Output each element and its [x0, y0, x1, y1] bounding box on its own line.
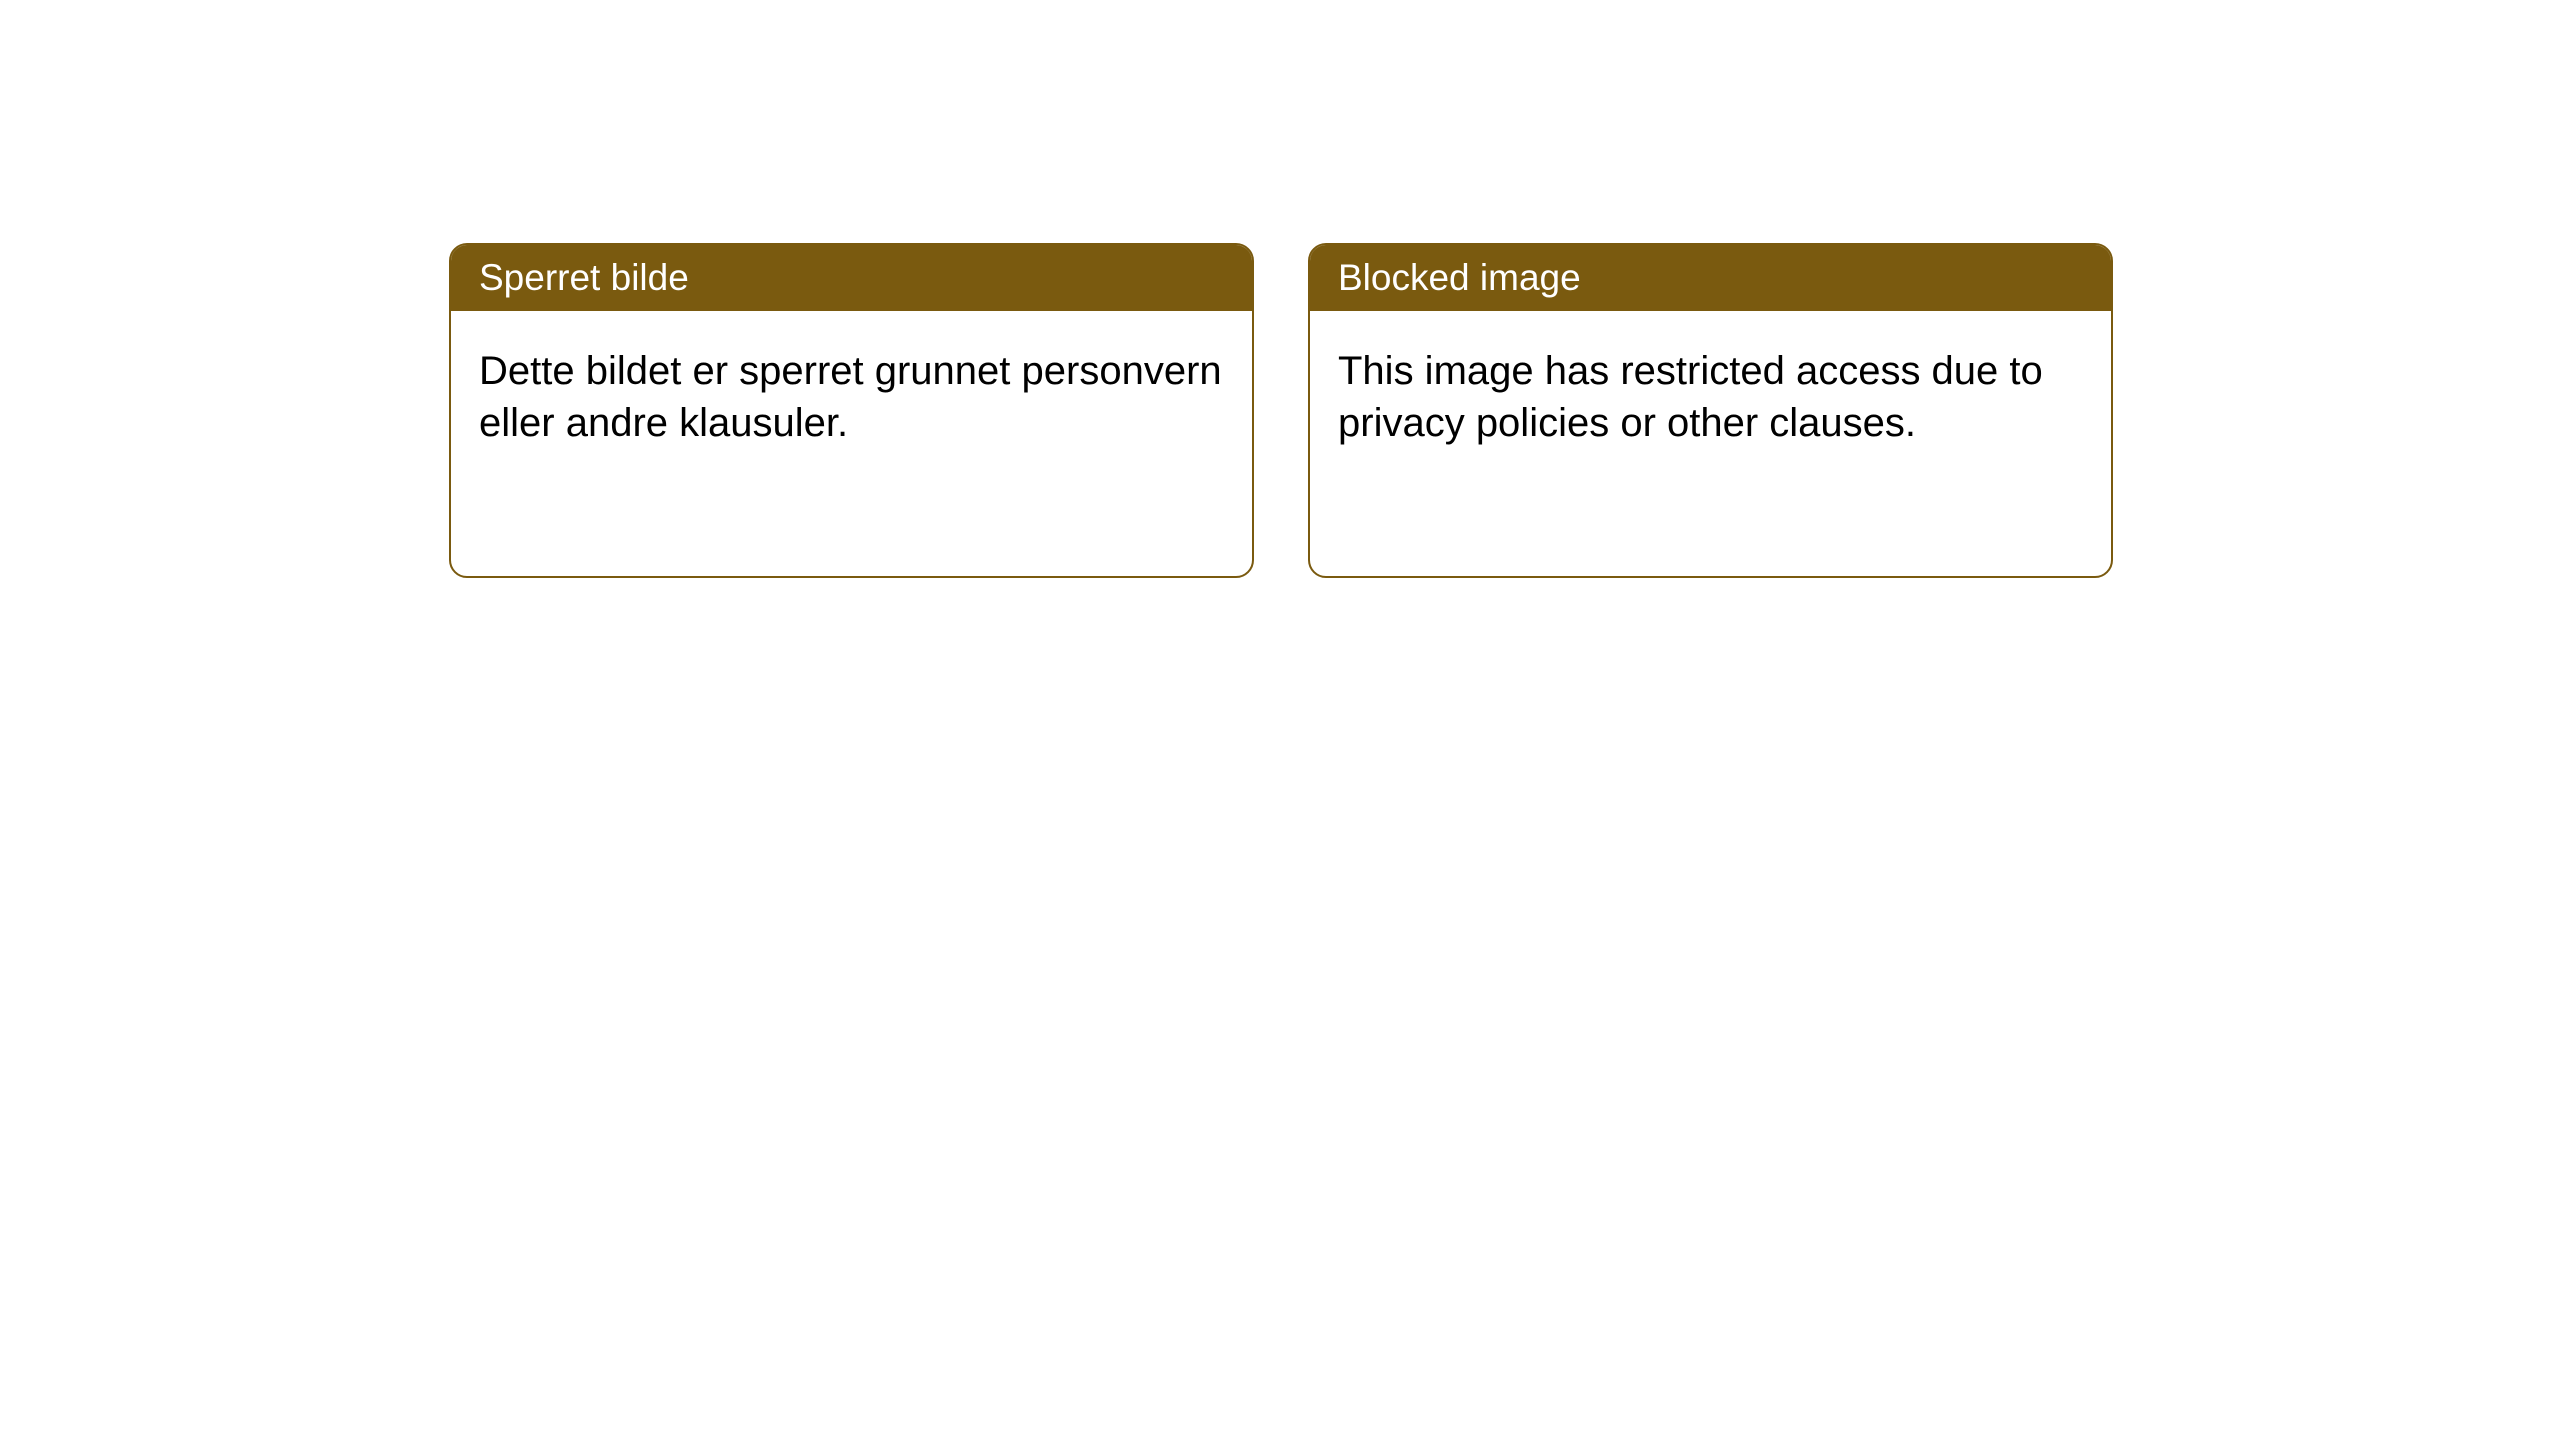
notices-container: Sperret bilde Dette bildet er sperret gr…	[0, 0, 2560, 578]
notice-box-norwegian: Sperret bilde Dette bildet er sperret gr…	[449, 243, 1254, 578]
notice-header: Sperret bilde	[451, 245, 1252, 311]
notice-header: Blocked image	[1310, 245, 2111, 311]
notice-body: Dette bildet er sperret grunnet personve…	[451, 311, 1252, 483]
notice-body: This image has restricted access due to …	[1310, 311, 2111, 483]
notice-box-english: Blocked image This image has restricted …	[1308, 243, 2113, 578]
